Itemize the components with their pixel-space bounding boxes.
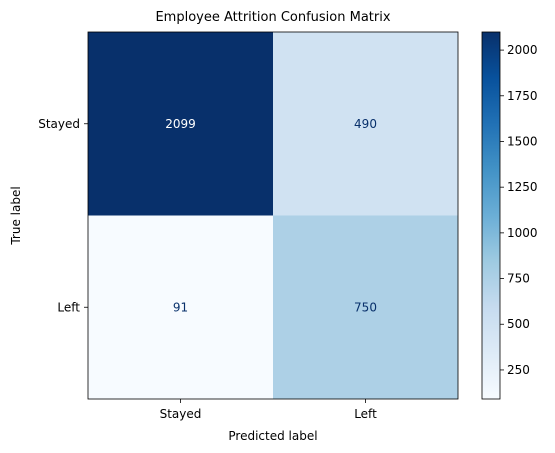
plot-frame [87, 31, 459, 400]
x-tick-label: Left [354, 407, 377, 421]
x-axis-ticks: Stayed Left [160, 399, 377, 421]
colorbar [481, 31, 501, 400]
cell-value-label-1-1: 750 [354, 300, 377, 314]
x-tick-label: Stayed [160, 407, 202, 421]
colorbar-tick-label: 750 [507, 272, 530, 286]
colorbar-tick-label: 250 [507, 363, 530, 377]
y-axis-ticks: Stayed Left [38, 117, 88, 314]
heatmap-cell-1-0 [88, 215, 273, 399]
heatmap-cell-labels: 2099 490 91 750 [165, 117, 377, 315]
y-tick-label: Stayed [38, 117, 80, 131]
colorbar-tick-label: 1250 [507, 180, 538, 194]
heatmap-cell-1-1 [273, 215, 458, 399]
chart-title: Employee Attrition Confusion Matrix [155, 10, 390, 25]
colorbar-tick-label: 2000 [507, 43, 538, 57]
colorbar-tick-label: 1750 [507, 89, 538, 103]
y-tick-label: Left [57, 300, 80, 314]
heatmap-cell-0-0 [88, 32, 273, 216]
cell-value-label-0-1: 490 [354, 117, 377, 131]
colorbar-ticks: 250 500 750 1000 1250 1500 1750 2000 [500, 43, 538, 377]
cell-value-label-0-0: 2099 [165, 117, 196, 131]
cell-value-label-1-0: 91 [173, 300, 188, 314]
x-axis-label: Predicted label [228, 429, 317, 443]
heatmap-cells [88, 32, 458, 399]
y-axis-label: True label [9, 186, 23, 245]
colorbar-tick-label: 500 [507, 317, 530, 331]
colorbar-tick-label: 1000 [507, 226, 538, 240]
heatmap-cell-0-1 [273, 32, 458, 216]
colorbar-tick-label: 1500 [507, 134, 538, 148]
